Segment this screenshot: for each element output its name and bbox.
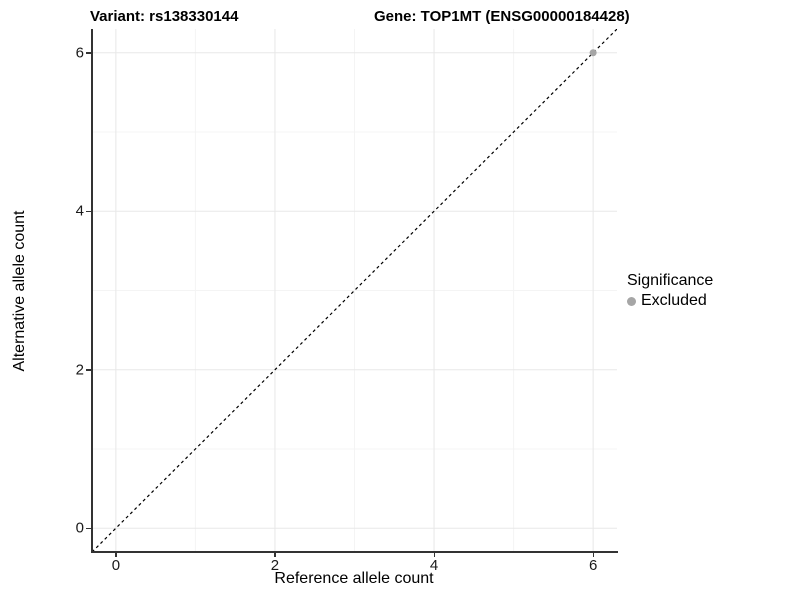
y-tick-label: 2: [75, 361, 84, 379]
x-tick-label: 0: [111, 557, 121, 574]
legend-items: Excluded: [627, 292, 713, 310]
x-tick-mark: [592, 552, 595, 557]
x-tick-mark: [115, 552, 117, 557]
legend-key-dot: [627, 296, 636, 306]
x-axis-label: Reference allele count: [274, 570, 434, 587]
y-tick-mark: [86, 527, 91, 530]
y-tick-mark: [86, 52, 91, 54]
x-tick-mark: [274, 552, 276, 557]
y-tick-label: 4: [75, 202, 84, 220]
x-tick-mark: [433, 552, 436, 557]
x-tick-label: 2: [270, 557, 280, 574]
y-axis-line: [91, 29, 93, 553]
legend: Significance Excluded: [627, 272, 713, 310]
y-tick-mark: [86, 210, 91, 213]
variant-title: Variant: rs138330144: [90, 8, 239, 25]
y-axis-label: Alternative allele count: [11, 210, 28, 372]
x-tick-label: 4: [429, 557, 439, 574]
x-axis-line: [91, 551, 618, 553]
legend-item-label: Excluded: [641, 292, 707, 309]
y-tick-mark: [86, 369, 91, 371]
data-point: [589, 49, 597, 57]
legend-title: Significance: [627, 272, 714, 289]
legend-item: Excluded: [627, 292, 713, 310]
gene-title: Gene: TOP1MT (ENSG00000184428): [374, 8, 630, 25]
plot-panel: [92, 29, 617, 552]
y-tick-label: 6: [75, 44, 84, 62]
y-tick-label: 0: [75, 519, 84, 537]
x-tick-label: 6: [588, 557, 598, 574]
plot-canvas: [92, 29, 617, 552]
